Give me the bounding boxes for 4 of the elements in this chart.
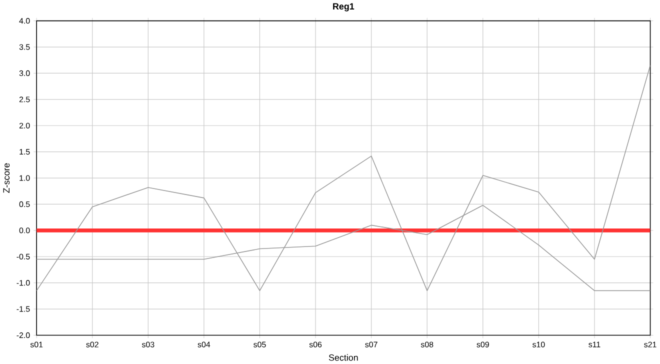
y-axis-title: Z-score <box>3 163 10 193</box>
chart-title: Reg1 <box>333 3 354 12</box>
x-axis-title: Section <box>328 354 358 361</box>
line-series <box>36 64 650 292</box>
